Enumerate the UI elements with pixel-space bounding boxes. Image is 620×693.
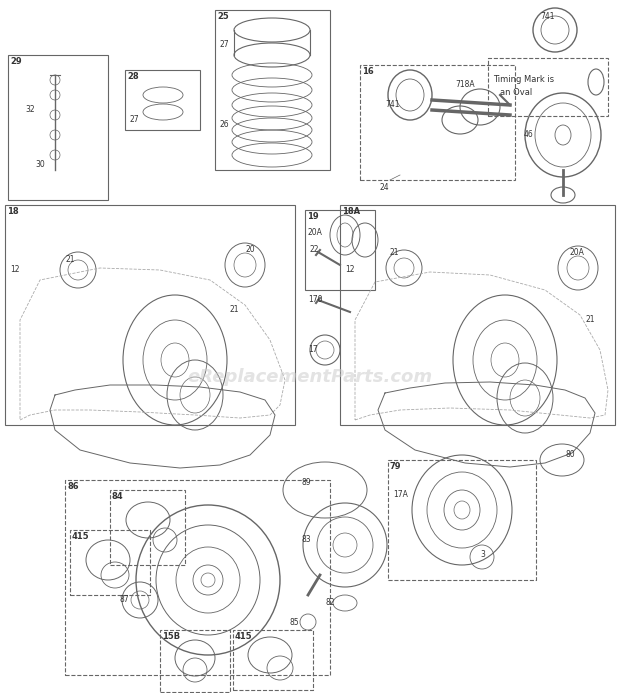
Text: Timing Mark is: Timing Mark is xyxy=(493,75,554,84)
Text: 82: 82 xyxy=(325,598,335,607)
Text: 26: 26 xyxy=(220,120,229,129)
Text: 19: 19 xyxy=(307,212,319,221)
Text: 79: 79 xyxy=(390,462,402,471)
Text: 25: 25 xyxy=(217,12,229,21)
Text: 83: 83 xyxy=(302,535,312,544)
Text: 12: 12 xyxy=(10,265,19,274)
Bar xyxy=(8,55,108,200)
Bar xyxy=(488,58,608,116)
Text: 20A: 20A xyxy=(570,248,585,257)
Bar xyxy=(5,205,295,425)
Text: 17A: 17A xyxy=(393,490,408,499)
Text: 87: 87 xyxy=(120,595,130,604)
Text: 27: 27 xyxy=(220,40,229,49)
Text: 20: 20 xyxy=(245,245,255,254)
Text: 21: 21 xyxy=(230,305,239,314)
Text: 415: 415 xyxy=(235,632,252,641)
Text: 21: 21 xyxy=(390,248,399,257)
Text: an Oval: an Oval xyxy=(500,88,532,97)
Text: 89: 89 xyxy=(302,478,312,487)
Text: 18A: 18A xyxy=(342,207,360,216)
Bar xyxy=(340,205,615,425)
Bar xyxy=(388,460,536,580)
Text: eReplacementParts.com: eReplacementParts.com xyxy=(187,367,433,385)
Bar xyxy=(65,480,330,675)
Text: 21: 21 xyxy=(585,315,595,324)
Text: 32: 32 xyxy=(25,105,35,114)
Bar xyxy=(360,65,515,180)
Bar xyxy=(215,10,330,170)
Text: 741: 741 xyxy=(540,12,554,21)
Text: 28: 28 xyxy=(127,72,139,81)
Text: 86: 86 xyxy=(67,482,79,491)
Text: 85: 85 xyxy=(290,618,299,627)
Bar xyxy=(70,530,150,595)
Bar xyxy=(110,490,185,565)
Text: 16: 16 xyxy=(362,67,374,76)
Text: 80: 80 xyxy=(565,450,575,459)
Text: 46: 46 xyxy=(524,130,534,139)
Text: 30: 30 xyxy=(35,160,45,169)
Text: 84: 84 xyxy=(112,492,123,501)
Text: 24: 24 xyxy=(380,183,389,192)
Bar xyxy=(305,210,375,290)
Text: 20A: 20A xyxy=(308,228,323,237)
Text: 21: 21 xyxy=(65,255,74,264)
Text: 22: 22 xyxy=(310,245,319,254)
Text: 170: 170 xyxy=(308,295,322,304)
Text: 29: 29 xyxy=(10,57,22,66)
Text: 741: 741 xyxy=(385,100,399,109)
Text: 12: 12 xyxy=(345,265,355,274)
Bar xyxy=(160,630,230,692)
Text: 18: 18 xyxy=(7,207,19,216)
Text: 718A: 718A xyxy=(455,80,475,89)
Text: 3: 3 xyxy=(480,550,485,559)
Text: 17: 17 xyxy=(308,345,317,354)
Text: 415: 415 xyxy=(72,532,90,541)
Bar xyxy=(233,630,313,690)
Bar xyxy=(125,70,200,130)
Text: 15B: 15B xyxy=(162,632,180,641)
Text: 27: 27 xyxy=(130,115,140,124)
